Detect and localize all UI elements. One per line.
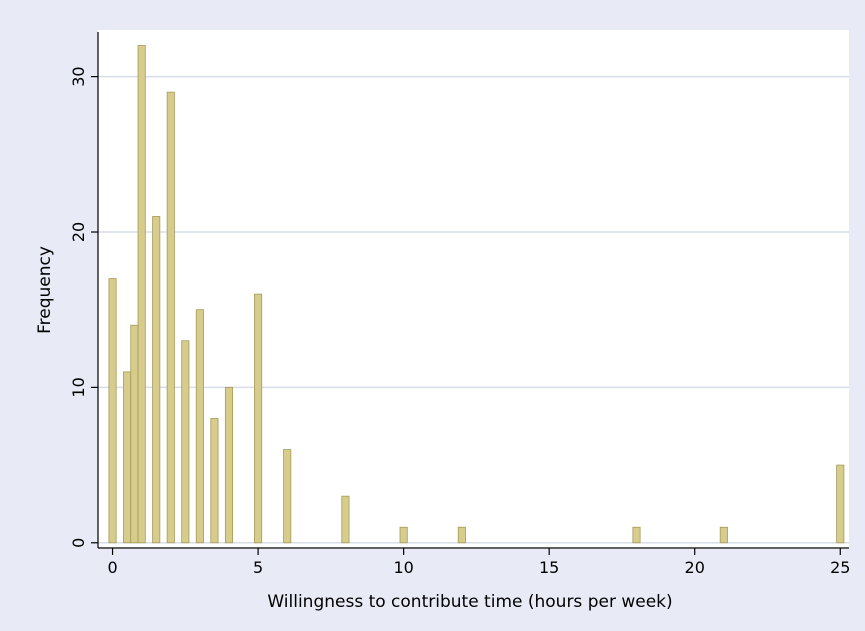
y-tick-label: 20: [69, 222, 88, 242]
bar: [210, 418, 219, 544]
bar: [836, 464, 845, 544]
axes: [91, 32, 849, 555]
tick-labels: 0 10 20 30 0 5 10 15 20 25: [69, 66, 850, 577]
y-tick-label: 10: [69, 377, 88, 397]
bar: [181, 340, 190, 544]
bar: [254, 293, 263, 544]
bar: [152, 216, 161, 544]
bar: [123, 371, 132, 544]
x-tick-label: 20: [685, 558, 705, 577]
bar: [457, 526, 466, 544]
bar: [224, 386, 234, 544]
bar: [399, 526, 408, 544]
x-tick-label: 10: [393, 558, 413, 577]
bar: [719, 526, 728, 544]
bar: [108, 278, 117, 544]
bar: [341, 495, 350, 544]
x-tick-label: 25: [830, 558, 850, 577]
bar: [166, 91, 175, 544]
y-axis-title: Frequency: [35, 246, 55, 334]
bar: [195, 309, 204, 544]
x-tick-label: 5: [253, 558, 263, 577]
bar: [137, 45, 146, 544]
bar: [632, 526, 641, 544]
x-axis-title: Willingness to contribute time (hours pe…: [267, 592, 672, 612]
bar: [283, 449, 292, 544]
bars: [108, 45, 845, 544]
y-tick-label: 0: [69, 538, 88, 548]
x-tick-label: 0: [107, 558, 117, 577]
x-tick-label: 15: [539, 558, 559, 577]
bar: [130, 324, 139, 544]
plot-area: [98, 30, 849, 549]
y-tick-label: 30: [69, 66, 88, 86]
